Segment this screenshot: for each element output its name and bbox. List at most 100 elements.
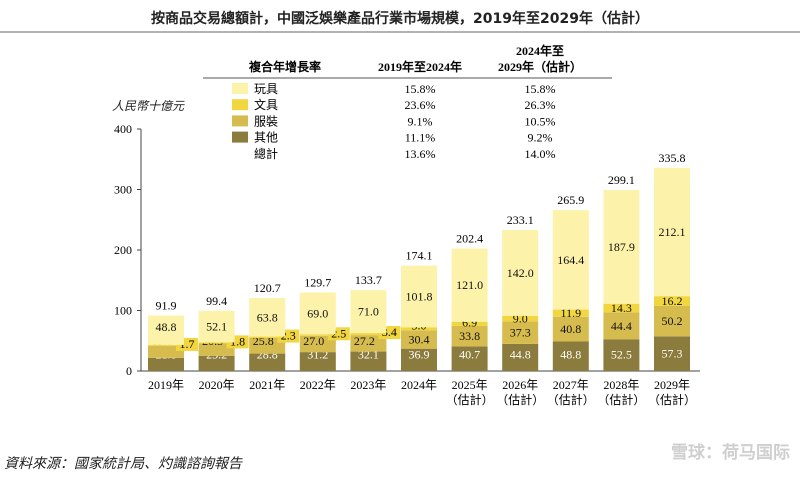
bar-stack: 52.5 44.4 14.3 187.9 299.1 2028年（估計） [597,173,645,407]
bar-segment-其他 [299,352,336,371]
bar-segment-玩具 [451,248,488,322]
data-label: 48.8 [560,348,581,362]
data-label: 37.3 [510,326,531,340]
table-header-period-1: 2019年至2024年 [378,59,462,74]
chart-title: 按商品交易總額計，中國泛娛樂產品行業市場規模，2019年至2029年（估計） [151,10,649,27]
bar-segment-文具 [350,333,387,336]
data-label: 30.4 [409,332,430,346]
bar-segment-文具 [198,342,235,344]
bar-segment-玩具 [401,265,437,328]
bar-segment-其他 [350,351,387,371]
y-tick-label: 300 [114,183,132,197]
x-tick-label: 2027年 [553,378,589,392]
legend-swatch [232,99,248,111]
x-tick-label: （估計） [597,392,645,407]
bar-segment-玩具 [654,167,690,297]
bar-segment-服裝 [148,345,184,358]
x-tick-label: 2028年 [603,378,639,392]
data-label: 121.0 [456,278,483,292]
total-label: 299.1 [608,173,635,187]
bar-segment-文具 [249,336,286,338]
data-label: 40.7 [459,348,480,362]
data-label: 187.9 [608,240,635,254]
bar-segment-玩具 [603,190,640,304]
data-label: 27.2 [354,334,375,348]
cagr-2019-2024: 11.1% [405,131,436,145]
bar-segment-玩具 [502,229,539,316]
bar-segment-其他 [502,343,539,371]
x-tick-label: 2026年 [502,378,538,392]
source-note: 資料來源：國家統計局、灼識諮詢報告 [4,456,243,472]
bar-segment-其他 [249,353,286,371]
total-label: 133.7 [355,273,382,287]
legend-swatch [232,131,248,143]
x-tick-label: 2022年 [300,378,336,392]
bar-segment-其他 [451,346,488,371]
legend-label: 玩具 [254,82,278,96]
data-label: 212.1 [659,225,686,239]
y-tick-label: 400 [114,122,132,136]
bar-segment-文具 [552,309,589,317]
data-label: 33.8 [459,329,480,343]
legend-label: 文具 [254,97,278,112]
x-tick-label: （估計） [496,392,544,407]
bar-stack: 48.8 40.8 11.9 164.4 265.9 2027年（估計） [547,193,595,407]
data-label: 142.0 [507,266,534,280]
total-label: 202.4 [456,232,483,246]
data-label: 101.8 [406,289,433,303]
data-label: 44.8 [510,348,531,362]
data-label: 63.8 [257,310,278,324]
bar-segment-其他 [148,357,184,371]
total-label: 265.9 [557,193,584,207]
bar-segment-文具 [299,334,336,336]
bar-segment-服裝 [552,316,589,342]
bar-segment-玩具 [350,290,387,334]
x-tick-label: 2024年 [401,378,437,392]
bar-segment-服裝 [502,321,539,344]
bar-segment-玩具 [249,297,286,337]
y-tick-label: 100 [114,304,132,318]
data-label: 36.9 [409,348,430,362]
bar-segment-服裝 [654,305,690,337]
x-tick-label: （估計） [547,392,595,407]
data-label: 16.2 [662,294,683,308]
x-tick-label: 2021年 [249,378,285,392]
x-tick-label: 2023年 [350,378,386,392]
bar-segment-服裝 [401,330,437,349]
x-tick-label: 2029年 [654,378,690,392]
bar-segment-其他 [603,339,640,371]
data-label: 48.8 [156,320,177,334]
bar-segment-玩具 [148,315,184,345]
bar-segment-玩具 [552,210,589,310]
total-label: 99.4 [206,294,227,308]
bar-segment-服裝 [350,335,387,352]
bar-segment-服裝 [299,335,336,353]
total-label: 120.7 [254,281,281,295]
x-tick-label: （估計） [446,392,494,407]
bar-segment-文具 [148,344,184,346]
data-label: 164.4 [557,253,584,267]
bar-segment-其他 [654,336,690,371]
total-label: 335.8 [659,151,686,165]
data-label: 11.9 [561,306,582,320]
x-tick-label: 2019年 [148,378,184,392]
cagr-2019-2024: 13.6% [405,147,436,161]
x-tick-label: 2025年 [452,378,488,392]
data-label: 44.4 [611,319,632,333]
data-label: 57.3 [662,347,683,361]
bar-segment-服裝 [603,312,640,340]
table-header-category: 複合年增長率 [248,59,321,74]
bar-segment-其他 [401,348,437,371]
cagr-2024-2029: 15.8% [525,82,556,96]
legend-label: 總計 [254,146,278,161]
bars: 21.819.61.748.891.92019年25.220.31.852.19… [148,151,696,407]
total-label: 129.7 [304,276,331,290]
bar-segment-其他 [552,341,589,371]
total-label: 174.1 [406,249,433,263]
table-header-period-2-line1: 2024年至 [516,43,564,58]
